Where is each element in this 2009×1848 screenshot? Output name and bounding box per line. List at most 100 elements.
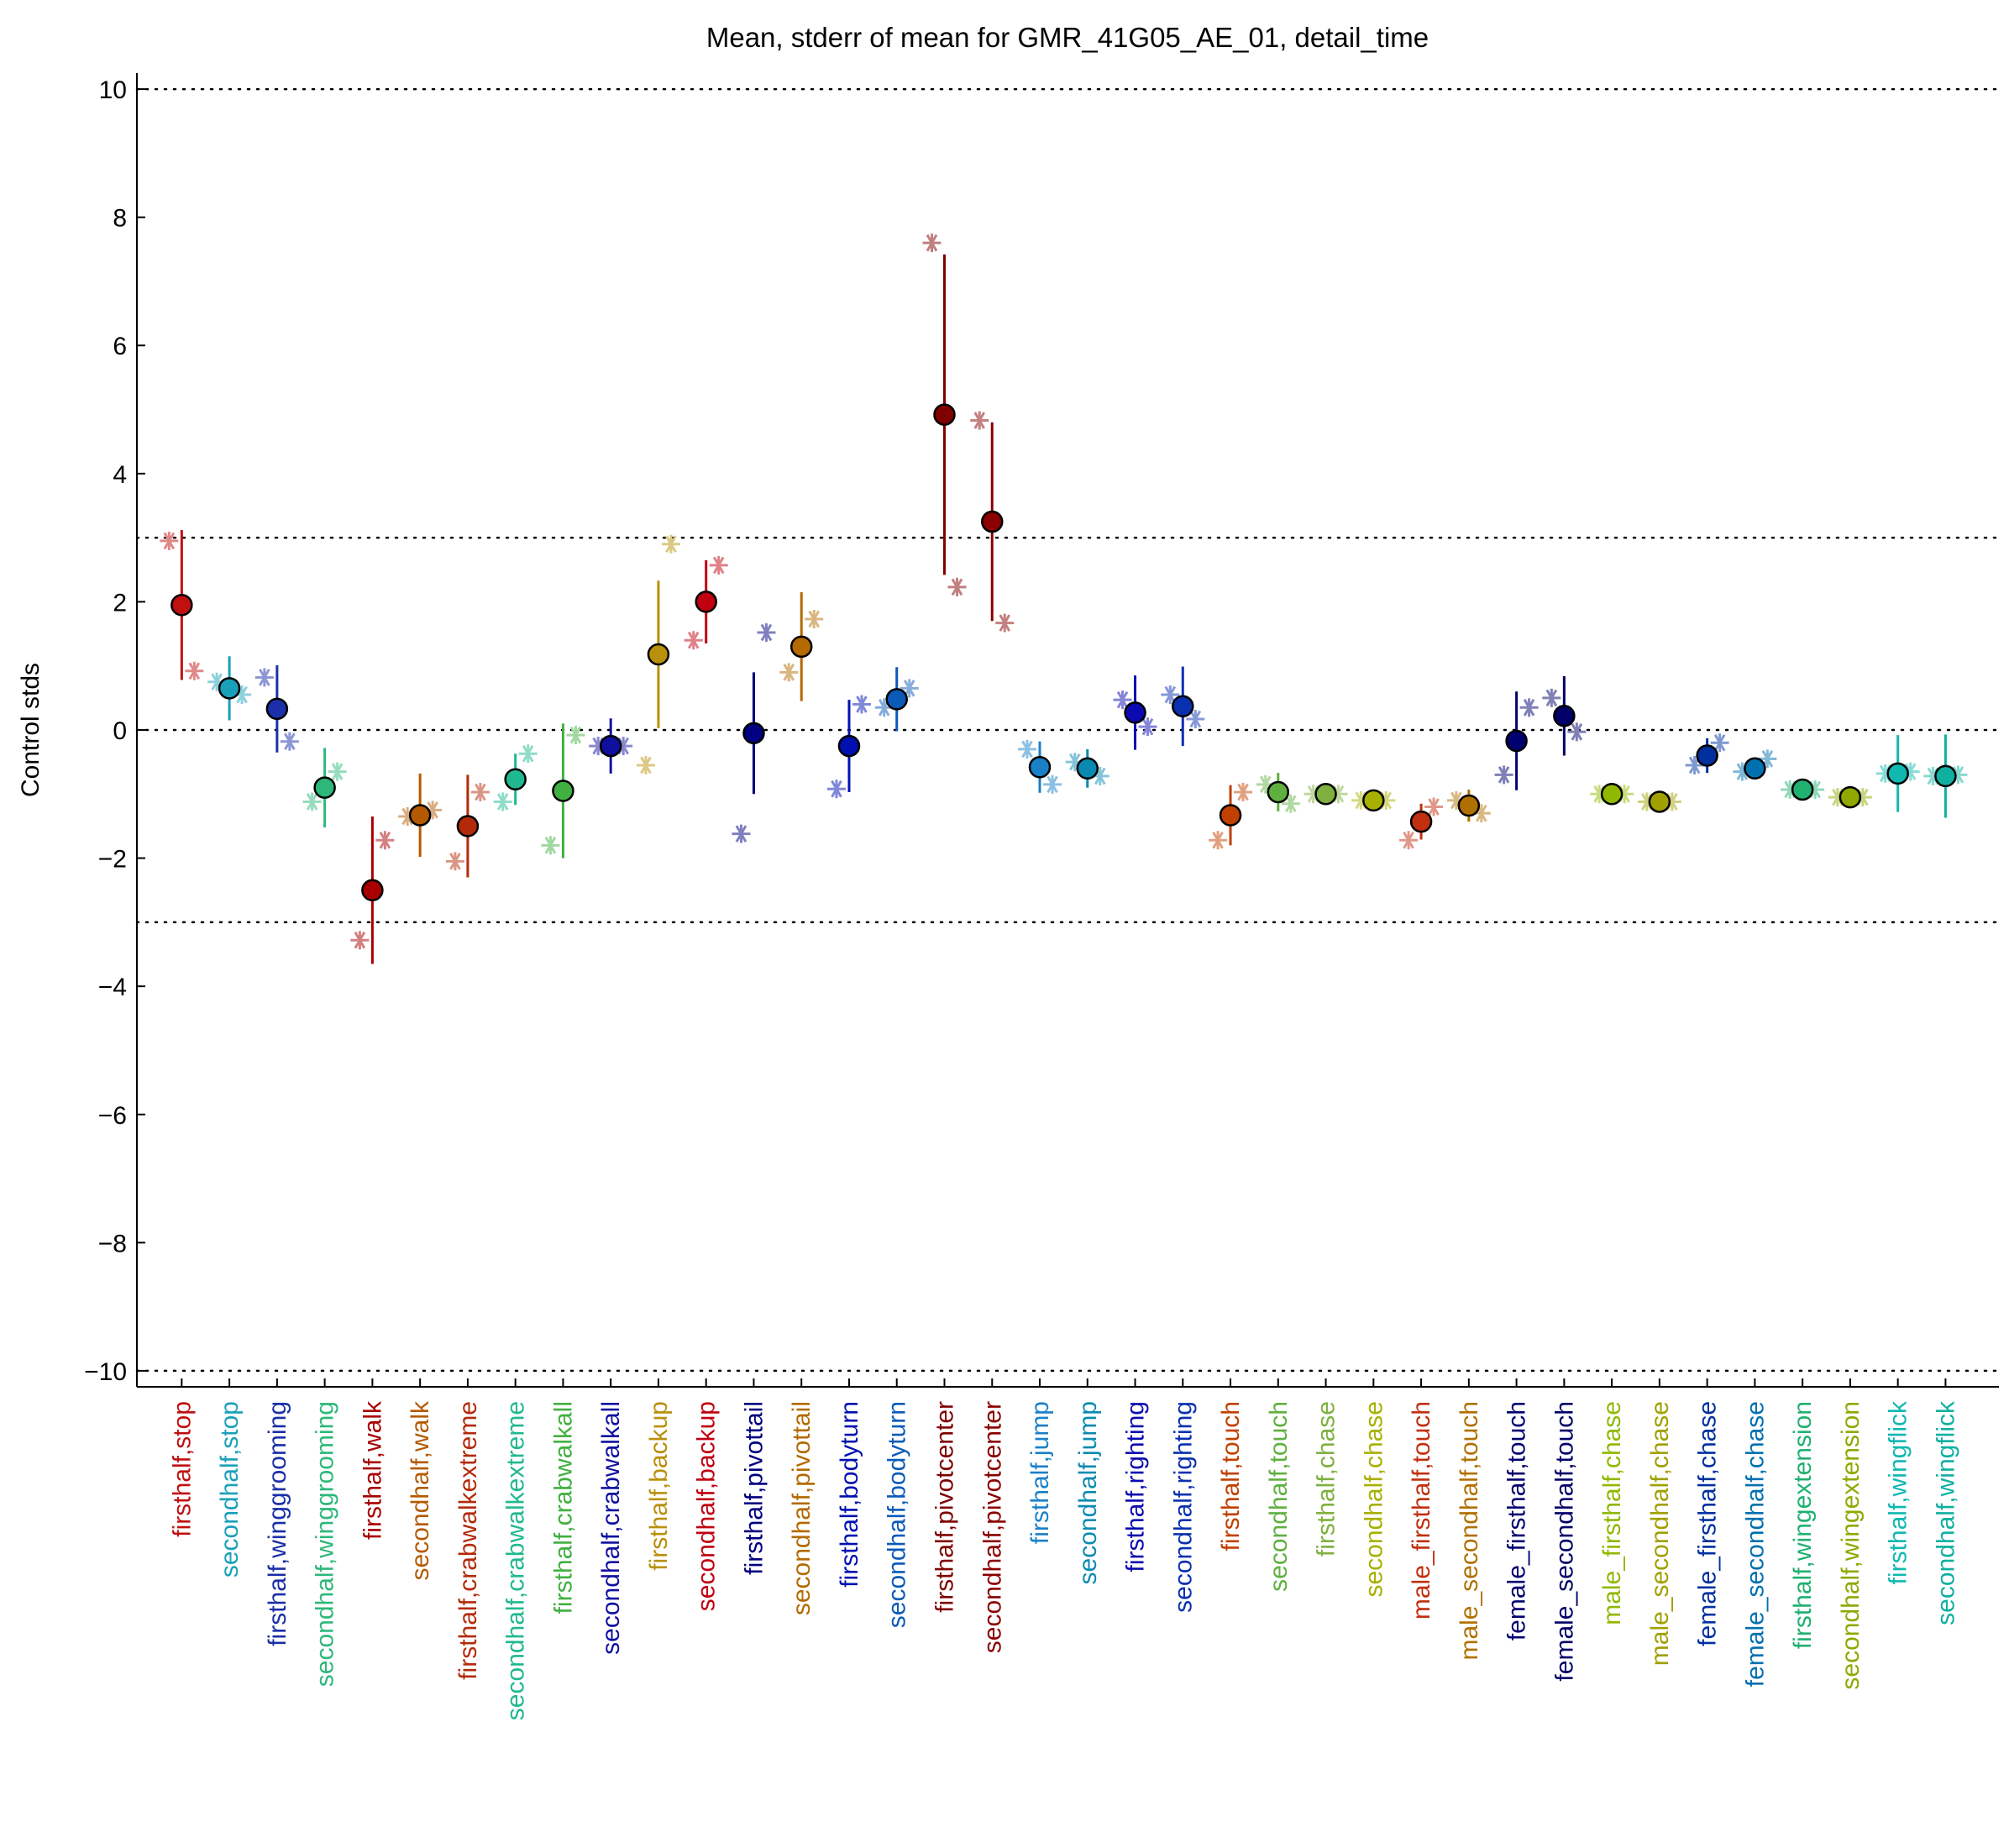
x-tick-label: male_firsthalf,chase bbox=[1598, 1401, 1626, 1625]
mean-marker bbox=[695, 591, 717, 613]
star-marker bbox=[732, 824, 751, 843]
star-marker bbox=[1519, 698, 1539, 717]
star-marker bbox=[709, 555, 728, 575]
x-tick-label: male_secondhalf,chase bbox=[1646, 1401, 1674, 1666]
y-tick-label: 0 bbox=[113, 717, 127, 745]
star-marker bbox=[470, 783, 490, 802]
star-marker bbox=[160, 531, 179, 550]
x-tick-label: firsthalf,chase bbox=[1313, 1401, 1340, 1557]
mean-marker bbox=[1886, 762, 1909, 785]
mean-marker bbox=[1696, 744, 1718, 767]
star-marker bbox=[1234, 783, 1253, 802]
mean-marker bbox=[1172, 695, 1194, 718]
x-tick-label: firsthalf,pivottail bbox=[740, 1401, 768, 1575]
x-tick-label: secondhalf,pivottail bbox=[788, 1401, 816, 1615]
star-marker bbox=[947, 577, 967, 596]
x-tick-label: firsthalf,winggrooming bbox=[264, 1401, 291, 1646]
star-marker bbox=[1424, 797, 1444, 816]
star-marker bbox=[541, 836, 560, 855]
mean-marker bbox=[1028, 755, 1052, 779]
star-marker bbox=[684, 631, 703, 650]
star-marker bbox=[280, 732, 299, 751]
mean-marker bbox=[1791, 778, 1814, 801]
mean-marker bbox=[1314, 783, 1337, 806]
mean-marker bbox=[313, 776, 336, 799]
chart-title: Mean, stderr of mean for GMR_41G05_AE_01… bbox=[706, 22, 1429, 53]
mean-marker bbox=[1553, 704, 1576, 727]
star-marker bbox=[445, 852, 464, 871]
star-marker bbox=[328, 762, 347, 781]
star-marker bbox=[995, 613, 1015, 633]
mean-marker bbox=[1219, 804, 1242, 827]
star-marker bbox=[1567, 722, 1587, 742]
y-tick-label: −2 bbox=[98, 846, 127, 874]
x-tick-label: firsthalf,backup bbox=[645, 1401, 673, 1571]
x-tick-label: firsthalf,crabwalkall bbox=[549, 1401, 577, 1614]
x-tick-label: firsthalf,jump bbox=[1026, 1401, 1054, 1544]
mean-marker bbox=[837, 734, 861, 758]
x-tick-label: firsthalf,bodyturn bbox=[836, 1401, 863, 1588]
star-marker bbox=[1018, 739, 1037, 759]
mean-marker bbox=[265, 697, 289, 721]
x-tick-label: female_secondhalf,chase bbox=[1741, 1401, 1769, 1687]
star-marker bbox=[757, 623, 776, 643]
x-tick-label: firsthalf,wingflick bbox=[1885, 1400, 1912, 1584]
mean-marker bbox=[1124, 701, 1146, 724]
x-tick-label: firsthalf,stop bbox=[168, 1401, 196, 1537]
x-tick-label: male_firsthalf,touch bbox=[1408, 1401, 1435, 1620]
mean-marker bbox=[1505, 729, 1528, 753]
x-tick-label: secondhalf,crabwalkall bbox=[597, 1401, 625, 1655]
x-tick-label: secondhalf,chase bbox=[1360, 1401, 1387, 1598]
x-tick-label: secondhalf,touch bbox=[1265, 1401, 1293, 1592]
star-marker bbox=[1399, 831, 1419, 850]
mean-marker bbox=[1076, 757, 1099, 780]
mean-marker bbox=[408, 804, 432, 827]
x-tick-label: firsthalf,walk bbox=[359, 1400, 386, 1540]
mean-marker bbox=[742, 722, 765, 745]
star-marker bbox=[826, 780, 846, 799]
mean-marker bbox=[599, 734, 622, 758]
y-tick-label: 10 bbox=[99, 76, 127, 104]
star-marker bbox=[254, 668, 274, 687]
mean-marker bbox=[933, 403, 956, 426]
star-marker bbox=[1138, 717, 1157, 737]
star-marker bbox=[375, 831, 395, 850]
mean-marker bbox=[456, 815, 480, 837]
y-tick-label: 2 bbox=[113, 589, 127, 617]
star-marker bbox=[1710, 733, 1729, 753]
mean-marker bbox=[1267, 780, 1290, 804]
x-tick-label: secondhalf,pivotcenter bbox=[978, 1401, 1006, 1653]
y-tick-label: −4 bbox=[98, 974, 127, 1001]
x-tick-label: secondhalf,backup bbox=[693, 1401, 721, 1611]
star-marker bbox=[493, 792, 512, 811]
x-tick-label: firsthalf,wingextension bbox=[1789, 1401, 1817, 1649]
star-marker bbox=[805, 610, 824, 629]
x-tick-label: secondhalf,crabwalkextreme bbox=[502, 1401, 530, 1720]
x-tick-label: secondhalf,walk bbox=[407, 1400, 434, 1580]
y-tick-label: −8 bbox=[98, 1230, 127, 1257]
x-tick-label: firsthalf,righting bbox=[1122, 1401, 1150, 1572]
x-tick-label: female_firsthalf,chase bbox=[1694, 1401, 1722, 1646]
y-tick-label: −6 bbox=[98, 1102, 127, 1130]
star-marker bbox=[970, 411, 989, 430]
star-marker bbox=[1542, 688, 1561, 707]
star-marker bbox=[1281, 794, 1300, 813]
y-tick-label: 8 bbox=[113, 205, 127, 233]
y-tick-label: 4 bbox=[113, 461, 127, 489]
x-tick-label: secondhalf,jump bbox=[1074, 1401, 1102, 1584]
x-tick-label: firsthalf,pivotcenter bbox=[931, 1401, 958, 1613]
star-marker bbox=[302, 792, 322, 811]
y-tick-label: 6 bbox=[113, 333, 127, 360]
x-tick-label: secondhalf,winggrooming bbox=[312, 1401, 339, 1687]
mean-marker bbox=[504, 768, 527, 790]
mean-marker bbox=[1409, 810, 1433, 833]
star-marker bbox=[1043, 774, 1062, 794]
mean-marker bbox=[218, 677, 241, 700]
star-marker bbox=[1685, 755, 1704, 774]
star-marker bbox=[350, 931, 370, 950]
star-marker bbox=[185, 661, 204, 680]
mean-marker bbox=[1600, 783, 1623, 806]
mean-marker bbox=[1457, 794, 1481, 817]
mean-marker bbox=[552, 780, 574, 802]
